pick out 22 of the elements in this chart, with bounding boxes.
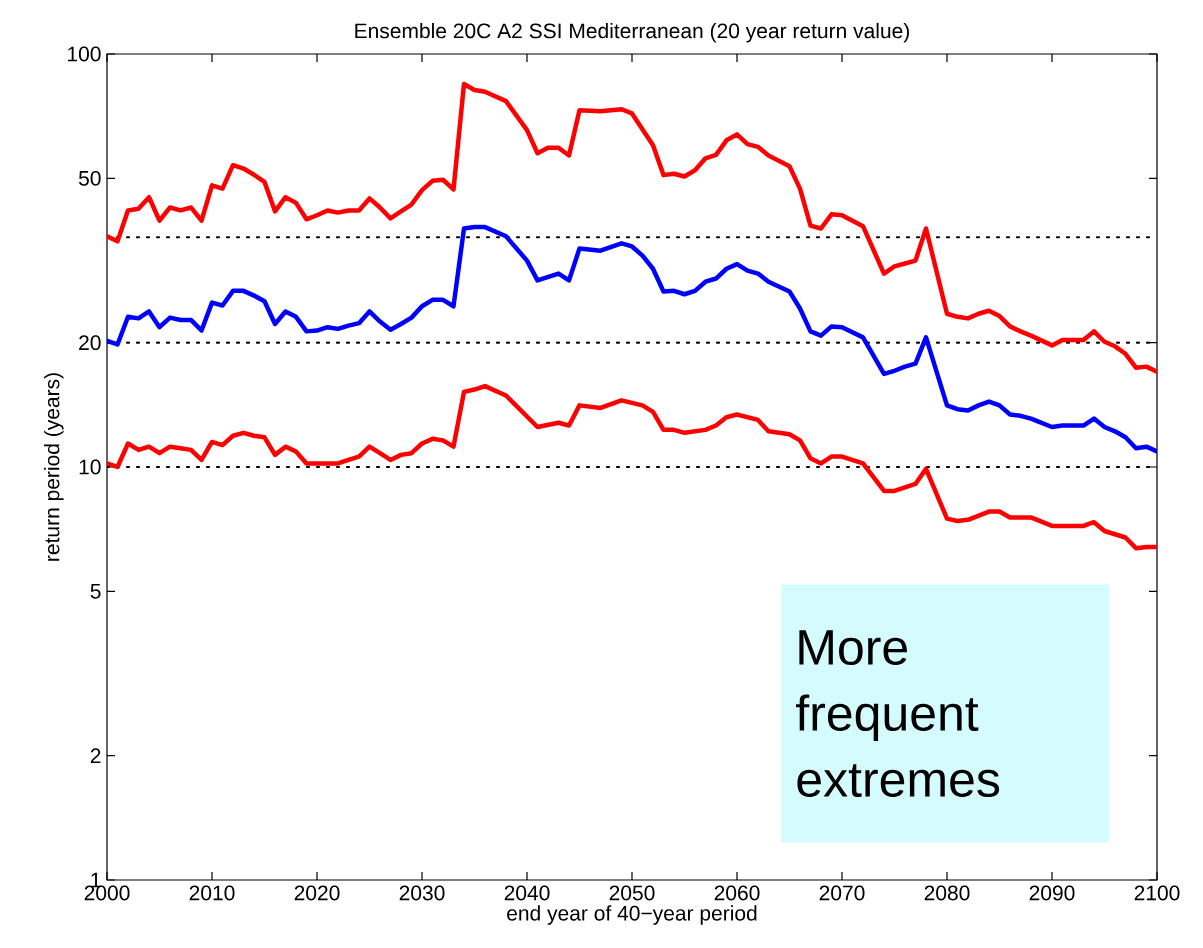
x-tick-label: 2100: [1134, 885, 1180, 901]
x-tick-label: 2010: [189, 885, 235, 901]
y-tick-label: 2: [90, 748, 101, 764]
x-tick-label: 2040: [504, 885, 550, 901]
x-tick-label: 2030: [399, 885, 445, 901]
y-tick-label: 100: [68, 46, 101, 62]
line-series: [107, 81, 1157, 375]
x-tick-label: 2050: [609, 885, 655, 901]
line-series: [107, 224, 1157, 454]
x-tick-label: 2020: [294, 885, 340, 901]
x-tick-label: 2070: [819, 885, 865, 901]
y-tick-label: 5: [90, 583, 101, 599]
y-tick-label: 50: [78, 170, 101, 186]
y-tick-label: 20: [79, 335, 101, 351]
x-tick-label: 2060: [714, 885, 760, 901]
annotation: More frequent extremes: [796, 630, 1000, 798]
x-axis-title: end year of 40−year period: [507, 905, 757, 925]
y-axis-title: return period (years): [44, 373, 64, 561]
x-tick-label: 2080: [924, 885, 970, 901]
chart-title: Ensemble 20C A2 SSI Mediterranean (20 year return value): [355, 22, 909, 43]
x-tick-label: 2090: [1029, 885, 1075, 901]
y-tick-label: 10: [79, 459, 101, 475]
